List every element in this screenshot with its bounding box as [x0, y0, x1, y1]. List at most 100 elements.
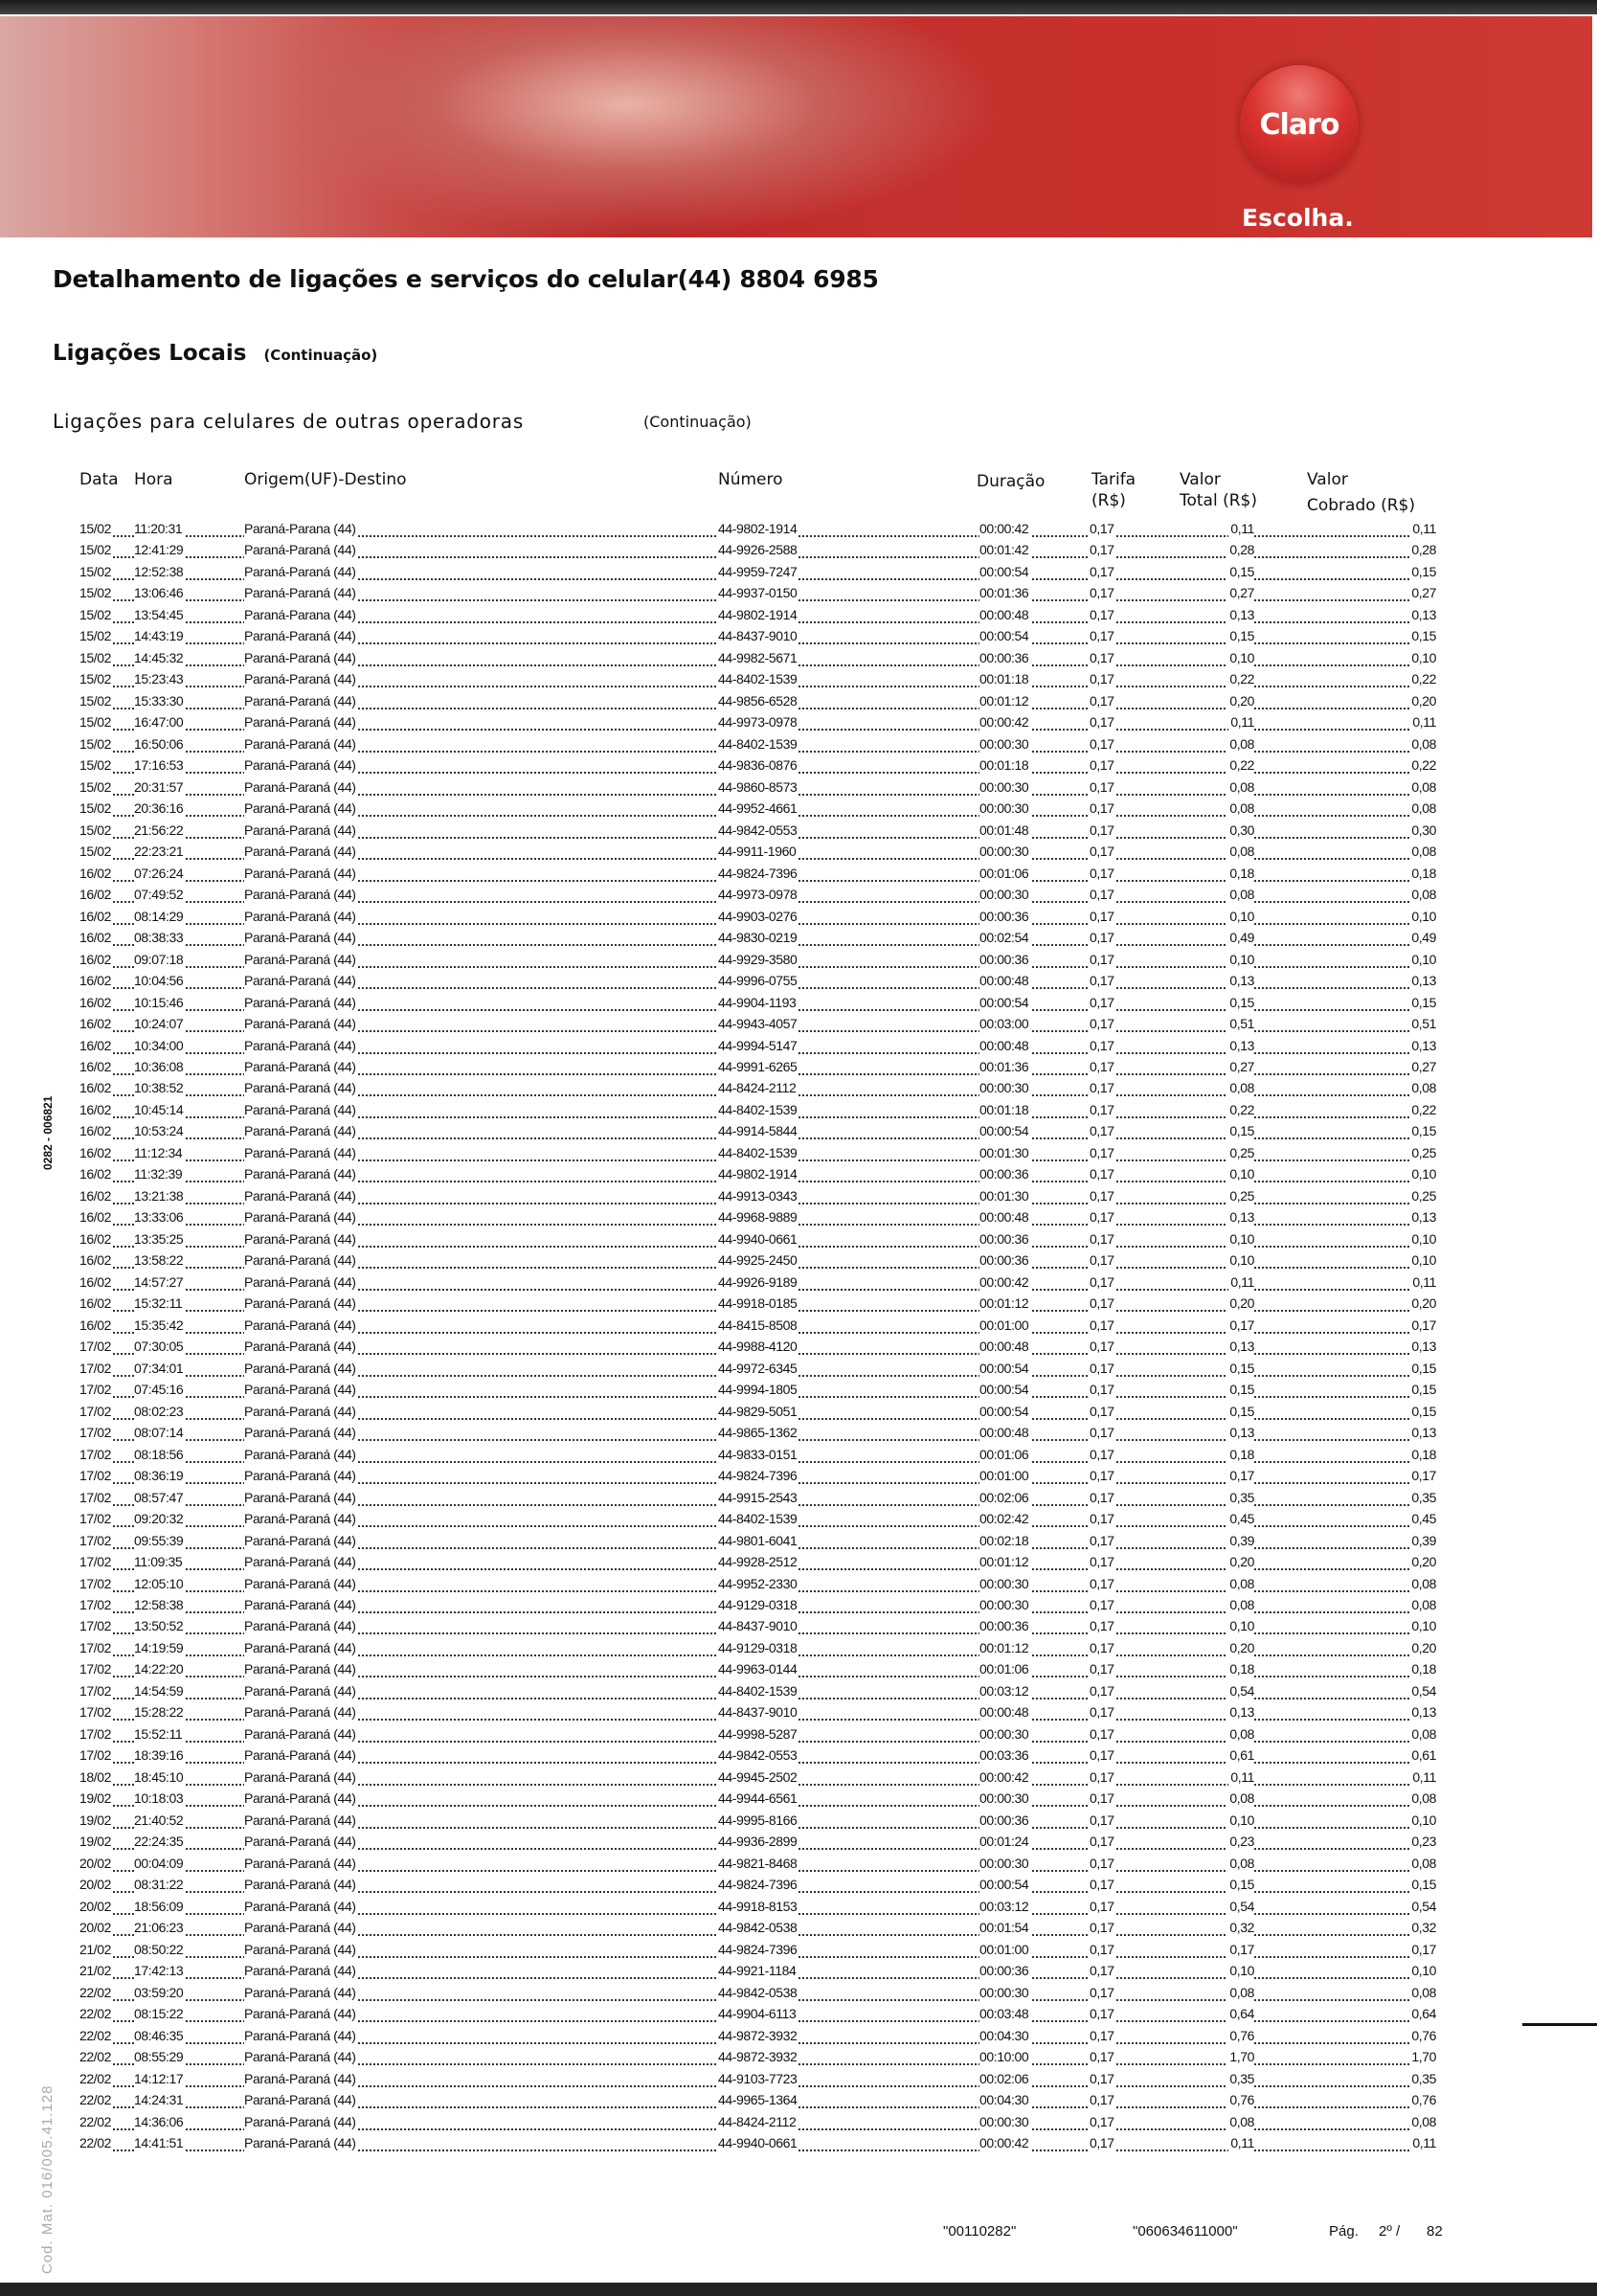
cell-valor-cobrado: 0,10	[1409, 1165, 1436, 1183]
cell-valor-total: 0,15	[1227, 1876, 1254, 1894]
col-tarifa-line2: (R$)	[1091, 491, 1126, 510]
cell-tarifa: 0,17	[1090, 2091, 1116, 2109]
cell-duracao: 00:01:30	[979, 1143, 1031, 1161]
col-valor-total-line1: Valor	[1180, 470, 1221, 489]
cell-tarifa: 0,17	[1090, 799, 1116, 818]
cell-origem: Paraná-Paraná (44)	[244, 1186, 358, 1204]
cell-valor-cobrado: 0,08	[1409, 843, 1436, 861]
cell-tarifa: 0,17	[1090, 1638, 1116, 1656]
cell-hora: 14:41:51	[134, 2134, 186, 2151]
cell-duracao: 00:00:54	[979, 562, 1031, 580]
table-row: 15/02 21:56:22 Paraná-Paraná (44) 44-9842-0…	[79, 821, 1436, 843]
cell-data: 20/02	[79, 1897, 114, 1915]
cell-data: 20/02	[79, 1876, 114, 1894]
cell-hora: 14:12:17	[134, 2069, 186, 2087]
cell-duracao: 00:01:12	[979, 1294, 1031, 1313]
cell-valor-cobrado: 0,54	[1409, 1897, 1436, 1915]
cell-numero: 44-9824-7396	[718, 1467, 799, 1485]
cell-hora: 17:16:53	[134, 756, 186, 775]
cell-origem: Paraná-Paraná (44)	[244, 993, 358, 1011]
page-title: Detalhamento de ligações e serviços do c…	[53, 265, 879, 293]
cell-origem: Paraná-Paraná (44)	[244, 1919, 358, 1937]
table-row: 15/02 22:23:21 Paraná-Paraná (44) 44-9911-1…	[79, 843, 1436, 864]
cell-valor-total: 0,35	[1227, 1488, 1254, 1506]
cell-tarifa: 0,17	[1090, 1962, 1116, 1980]
cell-numero: 44-9982-5671	[718, 648, 799, 666]
cell-hora: 15:52:11	[134, 1724, 185, 1743]
table-row: 22/02 14:36:06 Paraná-Paraná (44) 44-8424-2…	[79, 2112, 1436, 2134]
cell-numero: 44-9103-7723	[718, 2069, 799, 2087]
cell-numero: 44-9972-6345	[718, 1359, 799, 1377]
cell-hora: 13:54:45	[134, 605, 186, 623]
cell-numero: 44-9937-0150	[718, 584, 799, 602]
cell-tarifa: 0,17	[1090, 1488, 1116, 1506]
cell-data: 22/02	[79, 2134, 114, 2151]
table-row: 17/02 15:28:22 Paraná-Paraná (44) 44-8437-9…	[79, 1703, 1436, 1724]
banner-photo	[316, 16, 1005, 237]
table-row: 19/02 10:18:03 Paraná-Paraná (44) 44-9944-6…	[79, 1790, 1436, 1811]
cell-valor-cobrado: 0,15	[1409, 1122, 1436, 1140]
table-row: 17/02 09:55:39 Paraná-Paraná (44) 44-9801-6…	[79, 1531, 1436, 1553]
cell-numero: 44-9925-2450	[718, 1251, 799, 1270]
cell-tarifa: 0,17	[1090, 821, 1116, 839]
cell-duracao: 00:00:30	[979, 1596, 1031, 1613]
cell-origem: Paraná-Paraná (44)	[244, 2005, 358, 2023]
cell-origem: Paraná-Paraná (44)	[244, 1681, 358, 1699]
cell-tarifa: 0,17	[1090, 993, 1116, 1011]
cell-duracao: 00:00:30	[979, 2112, 1031, 2130]
cell-origem: Paraná-Paraná (44)	[244, 1574, 358, 1592]
cell-hora: 13:33:06	[134, 1208, 186, 1227]
cell-valor-total: 0,22	[1227, 756, 1254, 775]
cell-valor-cobrado: 0,10	[1409, 1229, 1436, 1248]
cell-valor-cobrado: 0,22	[1409, 1100, 1436, 1118]
section-heading: Ligações Locais (Continuação)	[53, 341, 377, 366]
cell-tarifa: 0,17	[1090, 2048, 1116, 2066]
cell-duracao: 00:00:36	[979, 1229, 1031, 1248]
cell-tarifa: 0,17	[1090, 907, 1116, 925]
cell-origem: Paraná-Paraná (44)	[244, 1251, 358, 1270]
cell-tarifa: 0,17	[1090, 520, 1116, 537]
cell-duracao: 00:03:12	[979, 1897, 1031, 1915]
cell-data: 16/02	[79, 1036, 114, 1054]
cell-valor-total: 0,08	[1227, 843, 1254, 861]
col-tarifa: Tarifa (R$)	[1091, 469, 1136, 511]
cell-duracao: 00:01:54	[979, 1919, 1031, 1937]
cell-origem: Paraná-Paraná (44)	[244, 821, 358, 839]
cell-duracao: 00:04:30	[979, 2026, 1031, 2044]
cell-tarifa: 0,17	[1090, 756, 1116, 775]
cell-tarifa: 0,17	[1090, 1703, 1116, 1722]
cell-valor-cobrado: 0,08	[1409, 2112, 1436, 2130]
table-row: 20/02 18:56:09 Paraná-Paraná (44) 44-9918-8…	[79, 1897, 1436, 1919]
cell-valor-cobrado: 0,10	[1409, 950, 1436, 968]
cell-origem: Paraná-Paraná (44)	[244, 1854, 358, 1872]
cell-origem: Paraná-Paraná (44)	[244, 1294, 358, 1313]
cell-valor-total: 0,10	[1227, 1811, 1254, 1829]
cell-origem: Paraná-Paraná (44)	[244, 627, 358, 645]
cell-valor-cobrado: 1,70	[1409, 2048, 1436, 2066]
cell-hora: 13:21:38	[134, 1186, 186, 1204]
cell-numero: 44-9833-0151	[718, 1445, 799, 1463]
cell-data: 15/02	[79, 691, 114, 709]
cell-hora: 20:31:57	[134, 777, 186, 796]
cell-duracao: 00:00:30	[979, 886, 1031, 904]
cell-valor-cobrado: 0,10	[1409, 1811, 1436, 1829]
cell-tarifa: 0,17	[1090, 1015, 1116, 1033]
cell-valor-total: 0,13	[1227, 1208, 1254, 1227]
cell-duracao: 00:00:30	[979, 1983, 1031, 2001]
cell-tarifa: 0,17	[1090, 1100, 1116, 1118]
cell-data: 15/02	[79, 799, 114, 818]
cell-duracao: 00:00:36	[979, 1617, 1031, 1635]
cell-hora: 22:23:21	[134, 843, 186, 861]
cell-numero: 44-8415-8508	[718, 1316, 799, 1334]
cell-tarifa: 0,17	[1090, 734, 1116, 753]
cell-tarifa: 0,17	[1090, 1553, 1116, 1571]
cell-hora: 18:45:10	[134, 1767, 186, 1786]
cell-valor-total: 0,10	[1227, 1962, 1254, 1980]
table-row: 16/02 11:12:34 Paraná-Paraná (44) 44-8402-1…	[79, 1143, 1436, 1165]
cell-origem: Paraná-Paraná (44)	[244, 1746, 358, 1765]
cell-numero: 44-9829-5051	[718, 1402, 799, 1420]
claro-logo: Claro	[1240, 65, 1359, 184]
cell-hora: 14:57:27	[134, 1272, 186, 1291]
cell-valor-cobrado: 0,10	[1409, 1251, 1436, 1270]
cell-origem: Paraná-Paraná (44)	[244, 1638, 358, 1656]
